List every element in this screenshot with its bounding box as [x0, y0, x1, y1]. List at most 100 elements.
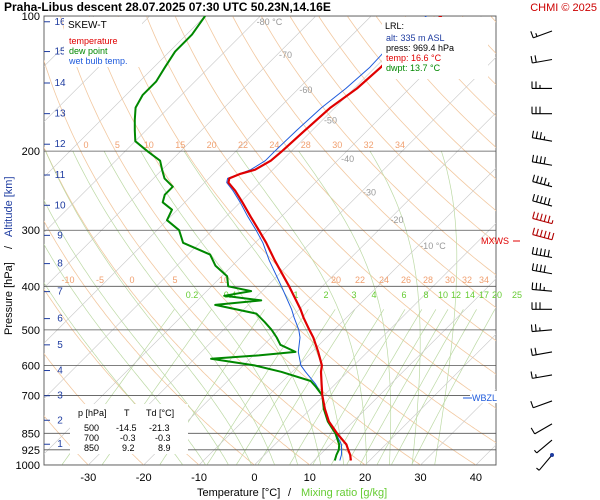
lrl-heading: LRL:	[385, 21, 404, 31]
wind-barb-half	[547, 182, 550, 186]
y-axis-label-altitude: Altitude [km]	[3, 176, 15, 237]
wind-barb-staff	[532, 58, 553, 64]
legend-heading: SKEW-T	[68, 20, 107, 31]
chart-title: Praha-Libus descent 28.07.2025 07:30 UTC…	[4, 0, 331, 14]
mixing-ratio-line	[159, 309, 265, 465]
wind-barb-flag	[535, 263, 539, 272]
altitude-tick-label: 14	[54, 78, 66, 89]
wind-barb	[531, 130, 553, 142]
wind-barb-staff	[532, 253, 553, 259]
wind-barb-staff	[538, 454, 553, 471]
theta-label: 26	[401, 275, 411, 285]
wind-barb-flag	[536, 212, 539, 220]
wind-barb	[530, 55, 553, 64]
altitude-tick-label: 3	[57, 391, 63, 402]
pressure-tick-label: 1000	[16, 460, 40, 472]
isotherm	[44, 16, 261, 233]
theta-label: 5	[115, 140, 120, 150]
y-axis-label: Pressure [hPa] / Altitude [km]	[3, 176, 15, 335]
wind-barb-flag	[551, 232, 555, 240]
dewpoint-line	[133, 16, 341, 461]
wind-barb	[531, 282, 553, 292]
wind-barb-flag	[530, 55, 533, 64]
mixing-ratio-label: 10	[438, 290, 448, 300]
wind-barb-flag	[539, 176, 543, 184]
wind-barb	[534, 439, 553, 454]
table-header-p: p [hPa]	[78, 408, 107, 418]
table-cell: -14.5	[116, 423, 137, 433]
wind-barb-flag	[543, 249, 546, 257]
mixing-ratio-line	[288, 309, 385, 465]
wind-barb	[531, 263, 553, 275]
x-axis-label-mixing: Mixing ratio [g/kg]	[301, 487, 387, 499]
mxws-marker: MXWS	[481, 236, 520, 246]
isotherm	[143, 112, 496, 465]
wind-barb-flag	[536, 175, 539, 183]
wind-barb-flag	[530, 401, 534, 408]
isotherm	[44, 16, 150, 123]
legend-wetbulb: wet bulb temp.	[68, 56, 128, 66]
moist-adiabat	[44, 199, 229, 465]
wind-barb	[531, 154, 553, 166]
profiles	[133, 16, 443, 461]
altitude-tick-label: 6	[57, 314, 63, 325]
moist-adiabat	[434, 151, 458, 465]
theta-label: -10	[61, 275, 74, 285]
wind-barb	[531, 106, 552, 115]
mixing-ratio-label: 1	[293, 290, 298, 300]
wind-barb	[530, 347, 553, 356]
isotherm-label: -10 °C	[420, 241, 446, 251]
moist-adiabat	[236, 151, 367, 465]
wind-barb	[530, 423, 553, 435]
pressure-tick-label: 700	[22, 390, 40, 402]
altitude-tick-label: 12	[54, 139, 66, 150]
wind-barb-staff	[533, 30, 553, 39]
wbzl-label: WBZL	[472, 393, 497, 403]
isotherm	[364, 333, 496, 465]
wind-barb-flag	[543, 265, 546, 273]
altitude-tick-label: 5	[57, 340, 63, 351]
temperature-line	[227, 16, 443, 461]
wind-barb-flag	[532, 174, 536, 182]
wind-barb-flag	[535, 247, 539, 255]
axis-tick-labels: 1002003004005006007008509251000123456789…	[16, 11, 482, 484]
moist-adiabat	[72, 151, 276, 465]
mixing-ratio-line	[257, 309, 356, 465]
wind-barb-flag	[547, 215, 551, 223]
legend-dewpoint: dew point	[69, 46, 108, 56]
wind-barb-flag	[534, 324, 537, 332]
mixing-ratio-label: 4	[371, 290, 376, 300]
wind-barb-staff	[532, 374, 553, 379]
wind-barbs	[530, 30, 555, 471]
wind-barb-flag	[534, 347, 537, 355]
wind-barb-flag	[547, 249, 550, 257]
table-cell: -0.3	[120, 433, 136, 443]
wind-barb-flag	[531, 130, 535, 138]
theta-label: -5	[96, 275, 104, 285]
table-cell: 700	[84, 433, 99, 443]
wind-barb-flag	[531, 282, 534, 290]
lrl-dewpoint: dwpt: 13.7 °C	[386, 63, 441, 73]
mixing-ratio-label: 25	[512, 290, 522, 300]
mixing-ratio-line	[359, 309, 449, 465]
wind-barb-flag	[547, 198, 551, 206]
wind-barb-flag	[531, 154, 535, 162]
y-axis-label-pressure: Pressure [hPa]	[3, 262, 15, 335]
theta-label: 24	[379, 275, 389, 285]
isotherm	[44, 16, 372, 344]
temperature-tick-label: 10	[304, 472, 316, 484]
theta-label: 24	[269, 140, 279, 150]
theta-label: 15	[175, 140, 185, 150]
wind-barb-staff	[532, 181, 553, 188]
table-header-td: Td [°C]	[146, 408, 174, 418]
mixing-ratio-label: 0.2	[186, 290, 199, 300]
copyright-label: CHMI © 2025	[530, 2, 597, 14]
wind-barb	[531, 302, 552, 310]
temperature-tick-label: -30	[80, 472, 96, 484]
temperature-tick-label: 20	[359, 472, 371, 484]
theta-label: 0	[83, 140, 88, 150]
wind-barb-staff	[534, 423, 553, 435]
wind-barb-half	[536, 467, 540, 471]
isotherm-label: -70	[279, 50, 292, 60]
wind-barb-flag	[539, 248, 542, 256]
